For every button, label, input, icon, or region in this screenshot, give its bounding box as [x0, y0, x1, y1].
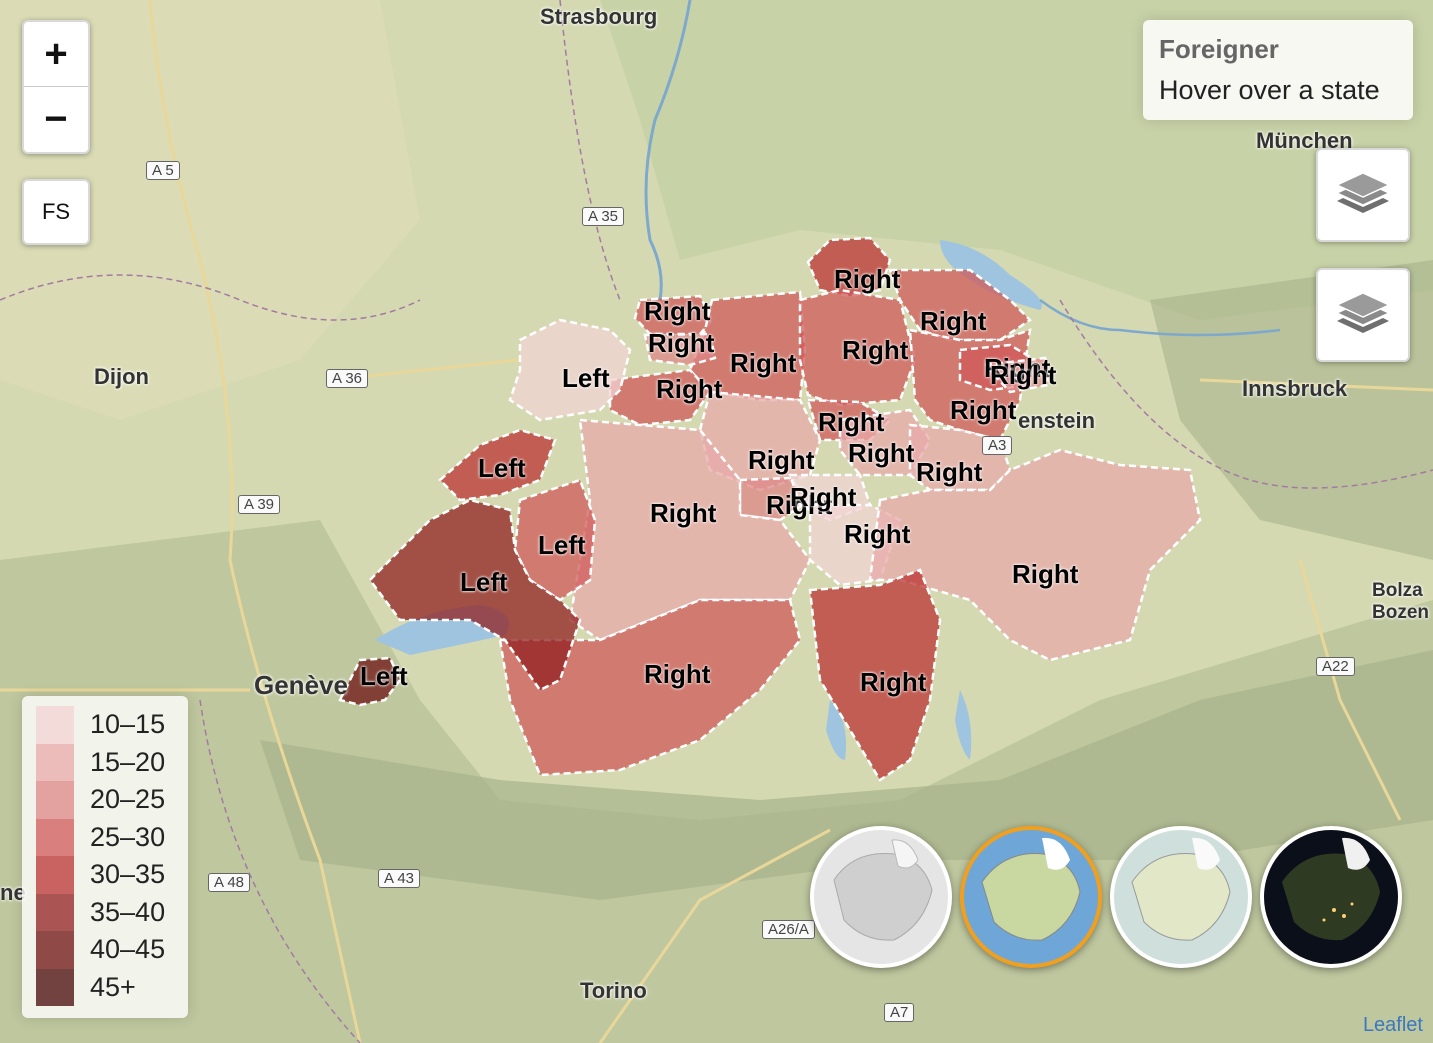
road-shield: A3	[982, 436, 1013, 455]
legend-row: 15–20	[36, 743, 188, 781]
legend-label: 25–30	[90, 821, 166, 852]
legend-swatch	[36, 706, 74, 744]
canton-obwalden[interactable]	[738, 476, 812, 522]
legend-swatch	[36, 743, 74, 781]
legend-swatch	[36, 856, 74, 894]
legend: 10–15 15–20 20–25 25–30 30–35 35–40 40–45 45+	[22, 696, 188, 1018]
zoom-in-button[interactable]: +	[24, 22, 88, 87]
legend-row: 40–45	[36, 931, 188, 969]
zoom-control: + −	[22, 20, 90, 154]
road-shield: A 39	[238, 495, 281, 514]
place-label: Strasbourg	[540, 4, 658, 29]
canton-neuchatel[interactable]	[438, 428, 557, 502]
legend-label: 10–15	[90, 709, 166, 740]
legend-label: 30–35	[90, 859, 166, 890]
legend-label: 15–20	[90, 746, 166, 777]
place-label: Genève	[254, 670, 348, 700]
place-label: Bozen	[1372, 602, 1429, 623]
grey-basemap-thumb[interactable]	[810, 826, 952, 968]
place-label: ne	[0, 880, 26, 905]
place-label: Bolza	[1372, 580, 1423, 601]
legend-swatch	[36, 818, 74, 856]
place-label: enstein	[1018, 408, 1096, 433]
legend-swatch	[36, 893, 74, 931]
legend-row: 35–40	[36, 893, 188, 931]
canton-graubunden[interactable]	[868, 448, 1202, 662]
canton-appenzell-ir[interactable]	[982, 356, 1050, 394]
globe-icon	[981, 837, 1081, 941]
road-shield: A 36	[326, 369, 369, 388]
legend-swatch	[36, 931, 74, 969]
globe-icon	[1282, 837, 1380, 941]
layers-button[interactable]	[1316, 268, 1410, 362]
light-basemap-thumb[interactable]	[1110, 826, 1252, 968]
zoom-out-button[interactable]: −	[44, 96, 68, 141]
road-shield: A 48	[208, 873, 251, 892]
layers-icon	[1335, 292, 1391, 333]
canton-zurich[interactable]	[798, 288, 917, 407]
satellite-night-basemap-thumb[interactable]	[1260, 826, 1402, 968]
road-shield: A 43	[378, 869, 421, 888]
legend-label: 20–25	[90, 784, 166, 815]
globe-icon	[833, 839, 933, 941]
info-hint: Hover over a state	[1159, 75, 1380, 105]
canton-jura[interactable]	[508, 318, 632, 422]
legend-label: 35–40	[90, 896, 166, 927]
place-label: Torino	[580, 978, 647, 1003]
legend-row: 10–15	[36, 706, 188, 744]
canton-basel-land[interactable]	[633, 294, 714, 336]
road-shield: A 5	[146, 161, 180, 180]
road-shield: A26/A	[762, 920, 815, 939]
fullscreen-button[interactable]: FS	[22, 179, 90, 245]
legend-label: 40–45	[90, 934, 166, 965]
legend-swatch	[36, 968, 74, 1006]
canton-ticino[interactable]	[808, 568, 942, 782]
legend-row: 20–25	[36, 781, 188, 819]
layers-icon	[1335, 172, 1391, 213]
canton-solothurn[interactable]	[608, 368, 712, 427]
legend-row: 45+	[36, 968, 188, 1006]
canton-valais[interactable]	[498, 598, 802, 777]
globe-icon	[1131, 837, 1231, 941]
place-label: Dijon	[94, 364, 149, 389]
legend-label: 45+	[90, 971, 136, 1002]
canton-geneva[interactable]	[338, 656, 402, 707]
place-label: Innsbruck	[1242, 376, 1348, 401]
legend-row: 25–30	[36, 818, 188, 856]
road-shield: A22	[1316, 657, 1355, 676]
road-shield: A 35	[582, 207, 625, 226]
legend-row: 30–35	[36, 856, 188, 894]
leaflet-attribution-link[interactable]: Leaflet	[1362, 1014, 1423, 1036]
canton-vaud[interactable]	[368, 498, 582, 692]
street-basemap-thumb[interactable]	[960, 826, 1102, 968]
legend-swatch	[36, 781, 74, 819]
canton-thurgau[interactable]	[888, 268, 1032, 342]
layers-button[interactable]	[1316, 148, 1410, 242]
canton-schaffhausen[interactable]	[806, 236, 892, 298]
info-title: Foreigner	[1159, 34, 1279, 64]
canton-basel-stadt[interactable]	[643, 332, 717, 367]
road-shield: A7	[884, 1003, 915, 1022]
info-panel: Foreigner Hover over a state	[1143, 20, 1413, 120]
